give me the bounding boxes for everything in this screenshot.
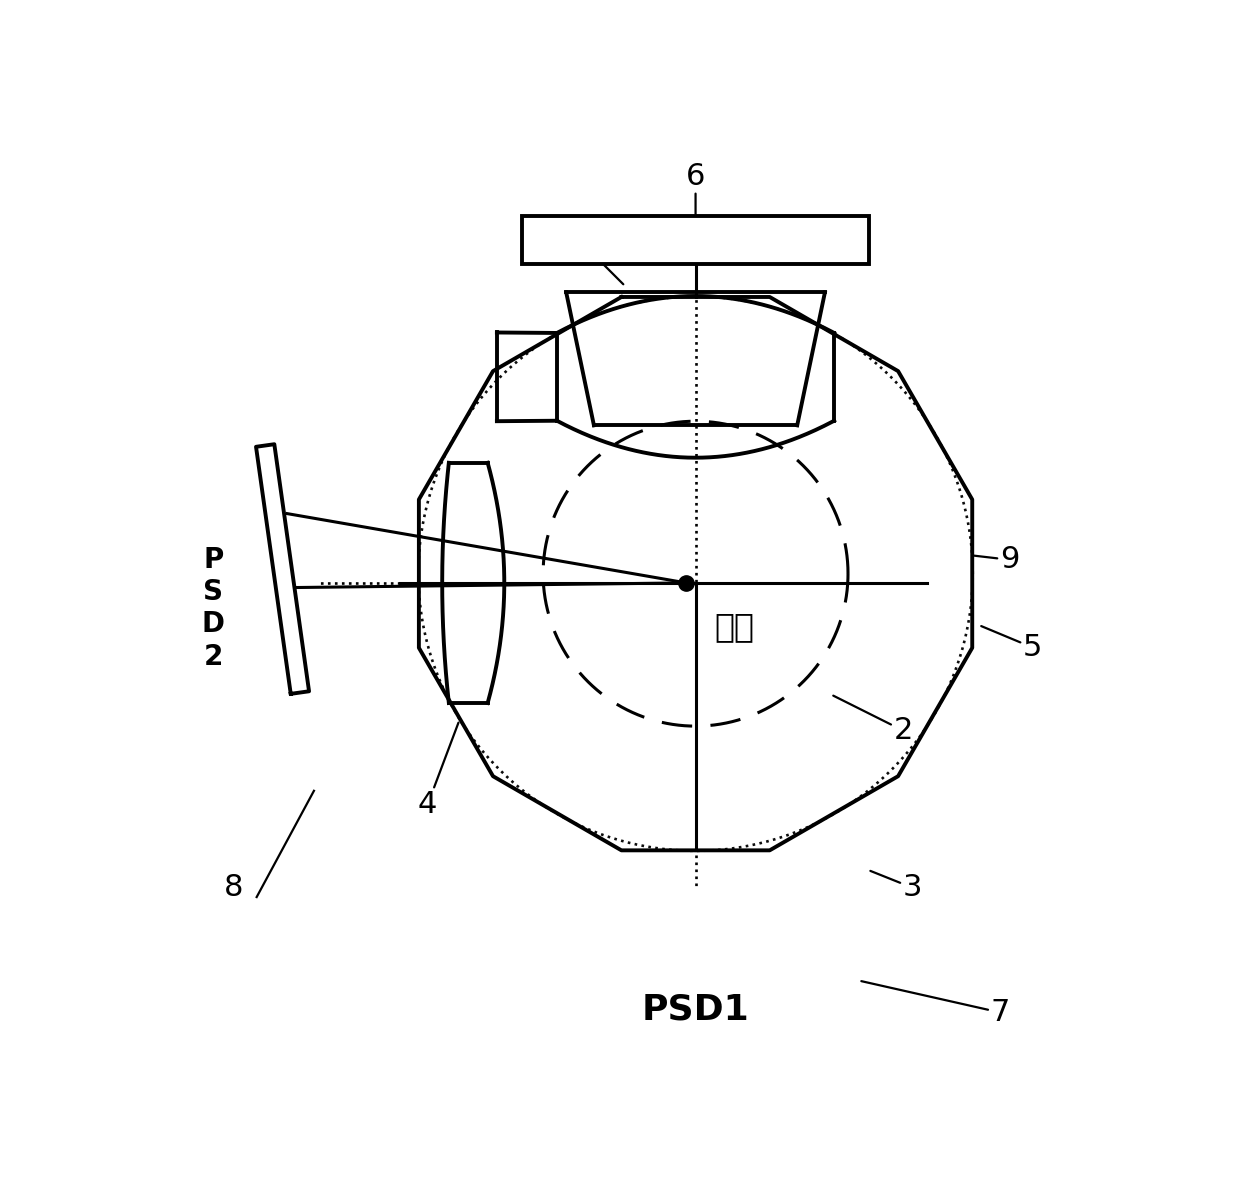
Text: 8: 8 [223, 874, 243, 902]
Text: D: D [202, 611, 224, 638]
Text: 2: 2 [833, 696, 913, 745]
Text: 6: 6 [686, 162, 706, 233]
Text: 1: 1 [565, 222, 624, 284]
Text: P: P [203, 546, 223, 574]
Text: 9: 9 [975, 545, 1019, 575]
Text: 3: 3 [870, 871, 923, 902]
Text: 光源: 光源 [714, 611, 754, 643]
Text: S: S [203, 578, 223, 606]
Text: 5: 5 [981, 626, 1043, 662]
Bar [522, 216, 869, 264]
Text: 2: 2 [203, 643, 223, 671]
Text: 4: 4 [418, 722, 459, 820]
Text: 7: 7 [862, 982, 1011, 1027]
Text: PSD1: PSD1 [641, 992, 749, 1026]
